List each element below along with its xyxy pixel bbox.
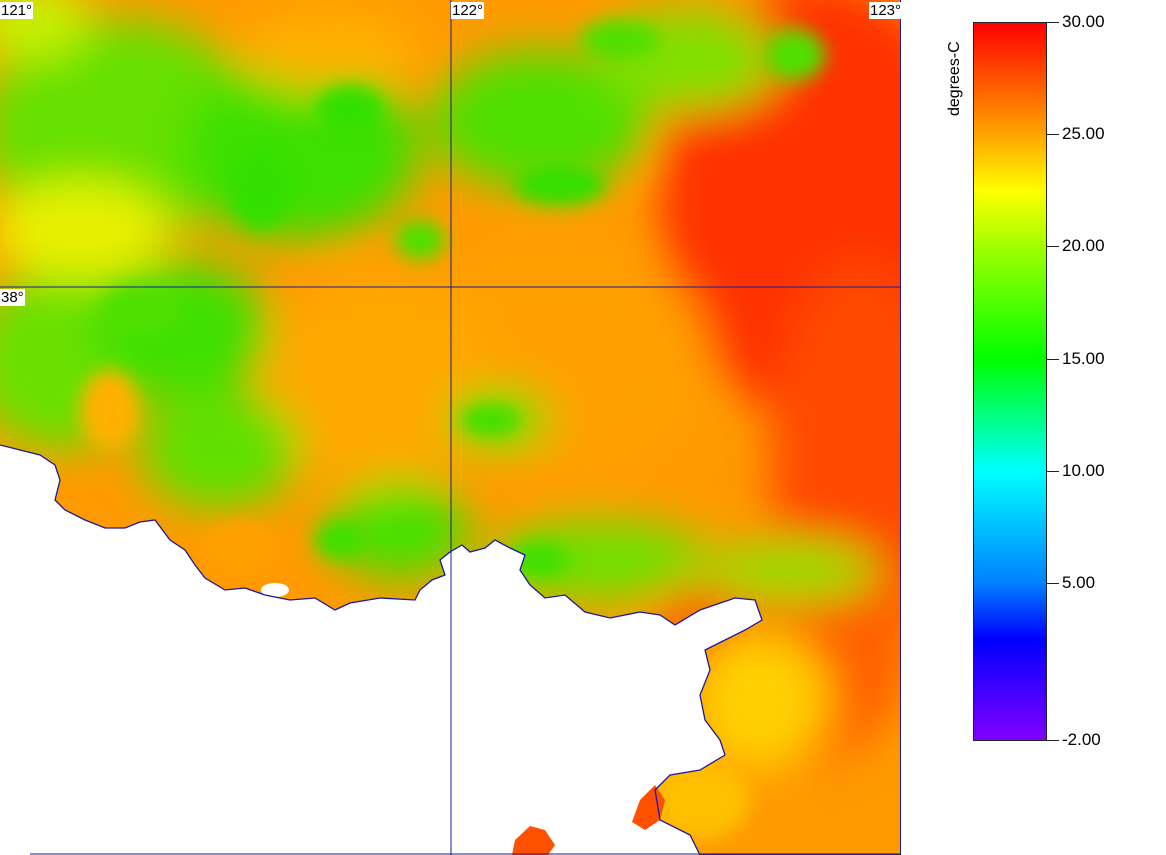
colorbar-tick-label: 10.00 — [1062, 461, 1105, 480]
grid-label-lon-122: 122° — [451, 2, 485, 19]
colorbar-gradient — [973, 22, 1047, 741]
colorbar-tick-label: -2.00 — [1062, 730, 1101, 749]
sst-map-image — [0, 0, 901, 855]
colorbar-tick-label: 20.00 — [1062, 236, 1105, 255]
colorbar-tick-label: 5.00 — [1062, 573, 1096, 592]
colorbar-tick-mark — [1047, 471, 1059, 472]
island — [261, 583, 289, 597]
colorbar-tick-mark — [1047, 359, 1059, 360]
colorbar-tick-label: 15.00 — [1062, 349, 1105, 368]
colorbar-tick-label: 25.00 — [1062, 124, 1105, 143]
grid-label-lat-38: 38° — [0, 289, 25, 306]
inland-water — [632, 785, 665, 830]
colorbar-tick-mark — [1047, 134, 1059, 135]
grid-label-lon-121: 121° — [0, 2, 34, 19]
colorbar-tick-mark — [1047, 583, 1059, 584]
sst-map[interactable]: 121° 122° 123° 38° — [0, 0, 901, 855]
colorbar-tick-mark — [1047, 246, 1059, 247]
inland-water — [512, 826, 555, 855]
coastline — [0, 444, 901, 855]
colorbar-tick-label: 30.00 — [1062, 12, 1105, 31]
grid-label-lon-123: 123° — [869, 2, 901, 19]
colorbar-tick-mark — [1047, 740, 1059, 741]
colorbar-title: degrees-C — [946, 41, 963, 116]
colorbar-tick-mark — [1047, 22, 1059, 23]
